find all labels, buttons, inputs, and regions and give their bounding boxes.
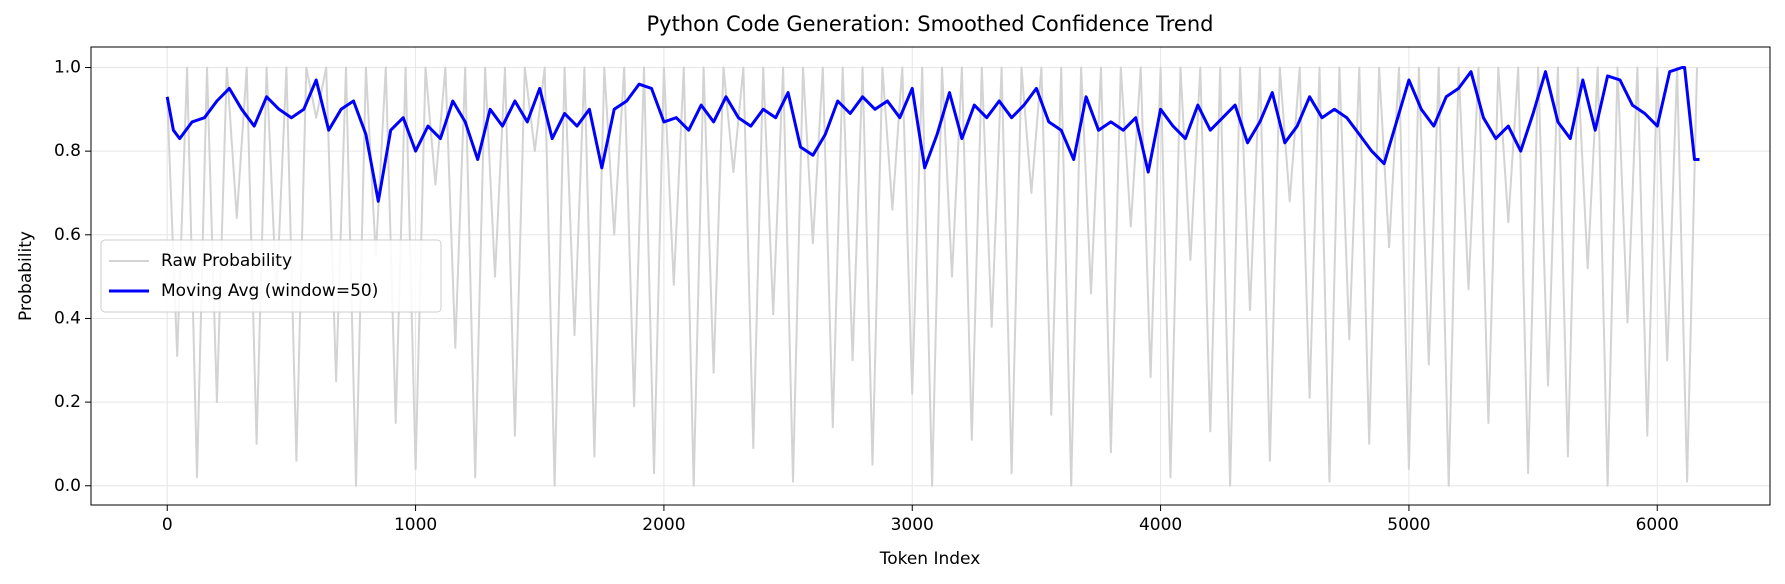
plot-frame (90, 46, 1771, 506)
x-tick-label: 6000 (1636, 515, 1679, 535)
x-tick-label: 4000 (1139, 515, 1182, 535)
y-tick-label: 0.0 (54, 476, 81, 496)
x-tick-label: 5000 (1387, 515, 1430, 535)
legend-label: Moving Avg (window=50) (161, 281, 378, 301)
y-tick-label: 0.2 (54, 392, 81, 412)
x-tick-label: 0 (162, 515, 173, 535)
chart-title: Python Code Generation: Smoothed Confide… (647, 12, 1214, 36)
series-line (165, 66, 1700, 203)
y-tick-label: 1.0 (54, 57, 81, 77)
x-tick-label: 2000 (642, 515, 685, 535)
series-line (166, 66, 1698, 487)
x-axis-label: Token Index (879, 549, 981, 569)
x-tick-label: 1000 (394, 515, 437, 535)
y-axis-label: Probability (16, 231, 36, 321)
y-tick-label: 0.4 (54, 308, 81, 328)
y-tick-label: 0.8 (54, 141, 81, 161)
legend-label: Raw Probability (161, 251, 292, 271)
legend-box (100, 239, 442, 313)
y-tick-label: 0.6 (54, 225, 81, 245)
legend: Raw Probability Moving Avg (window=50) (100, 239, 442, 313)
x-tick-label: 3000 (891, 515, 934, 535)
